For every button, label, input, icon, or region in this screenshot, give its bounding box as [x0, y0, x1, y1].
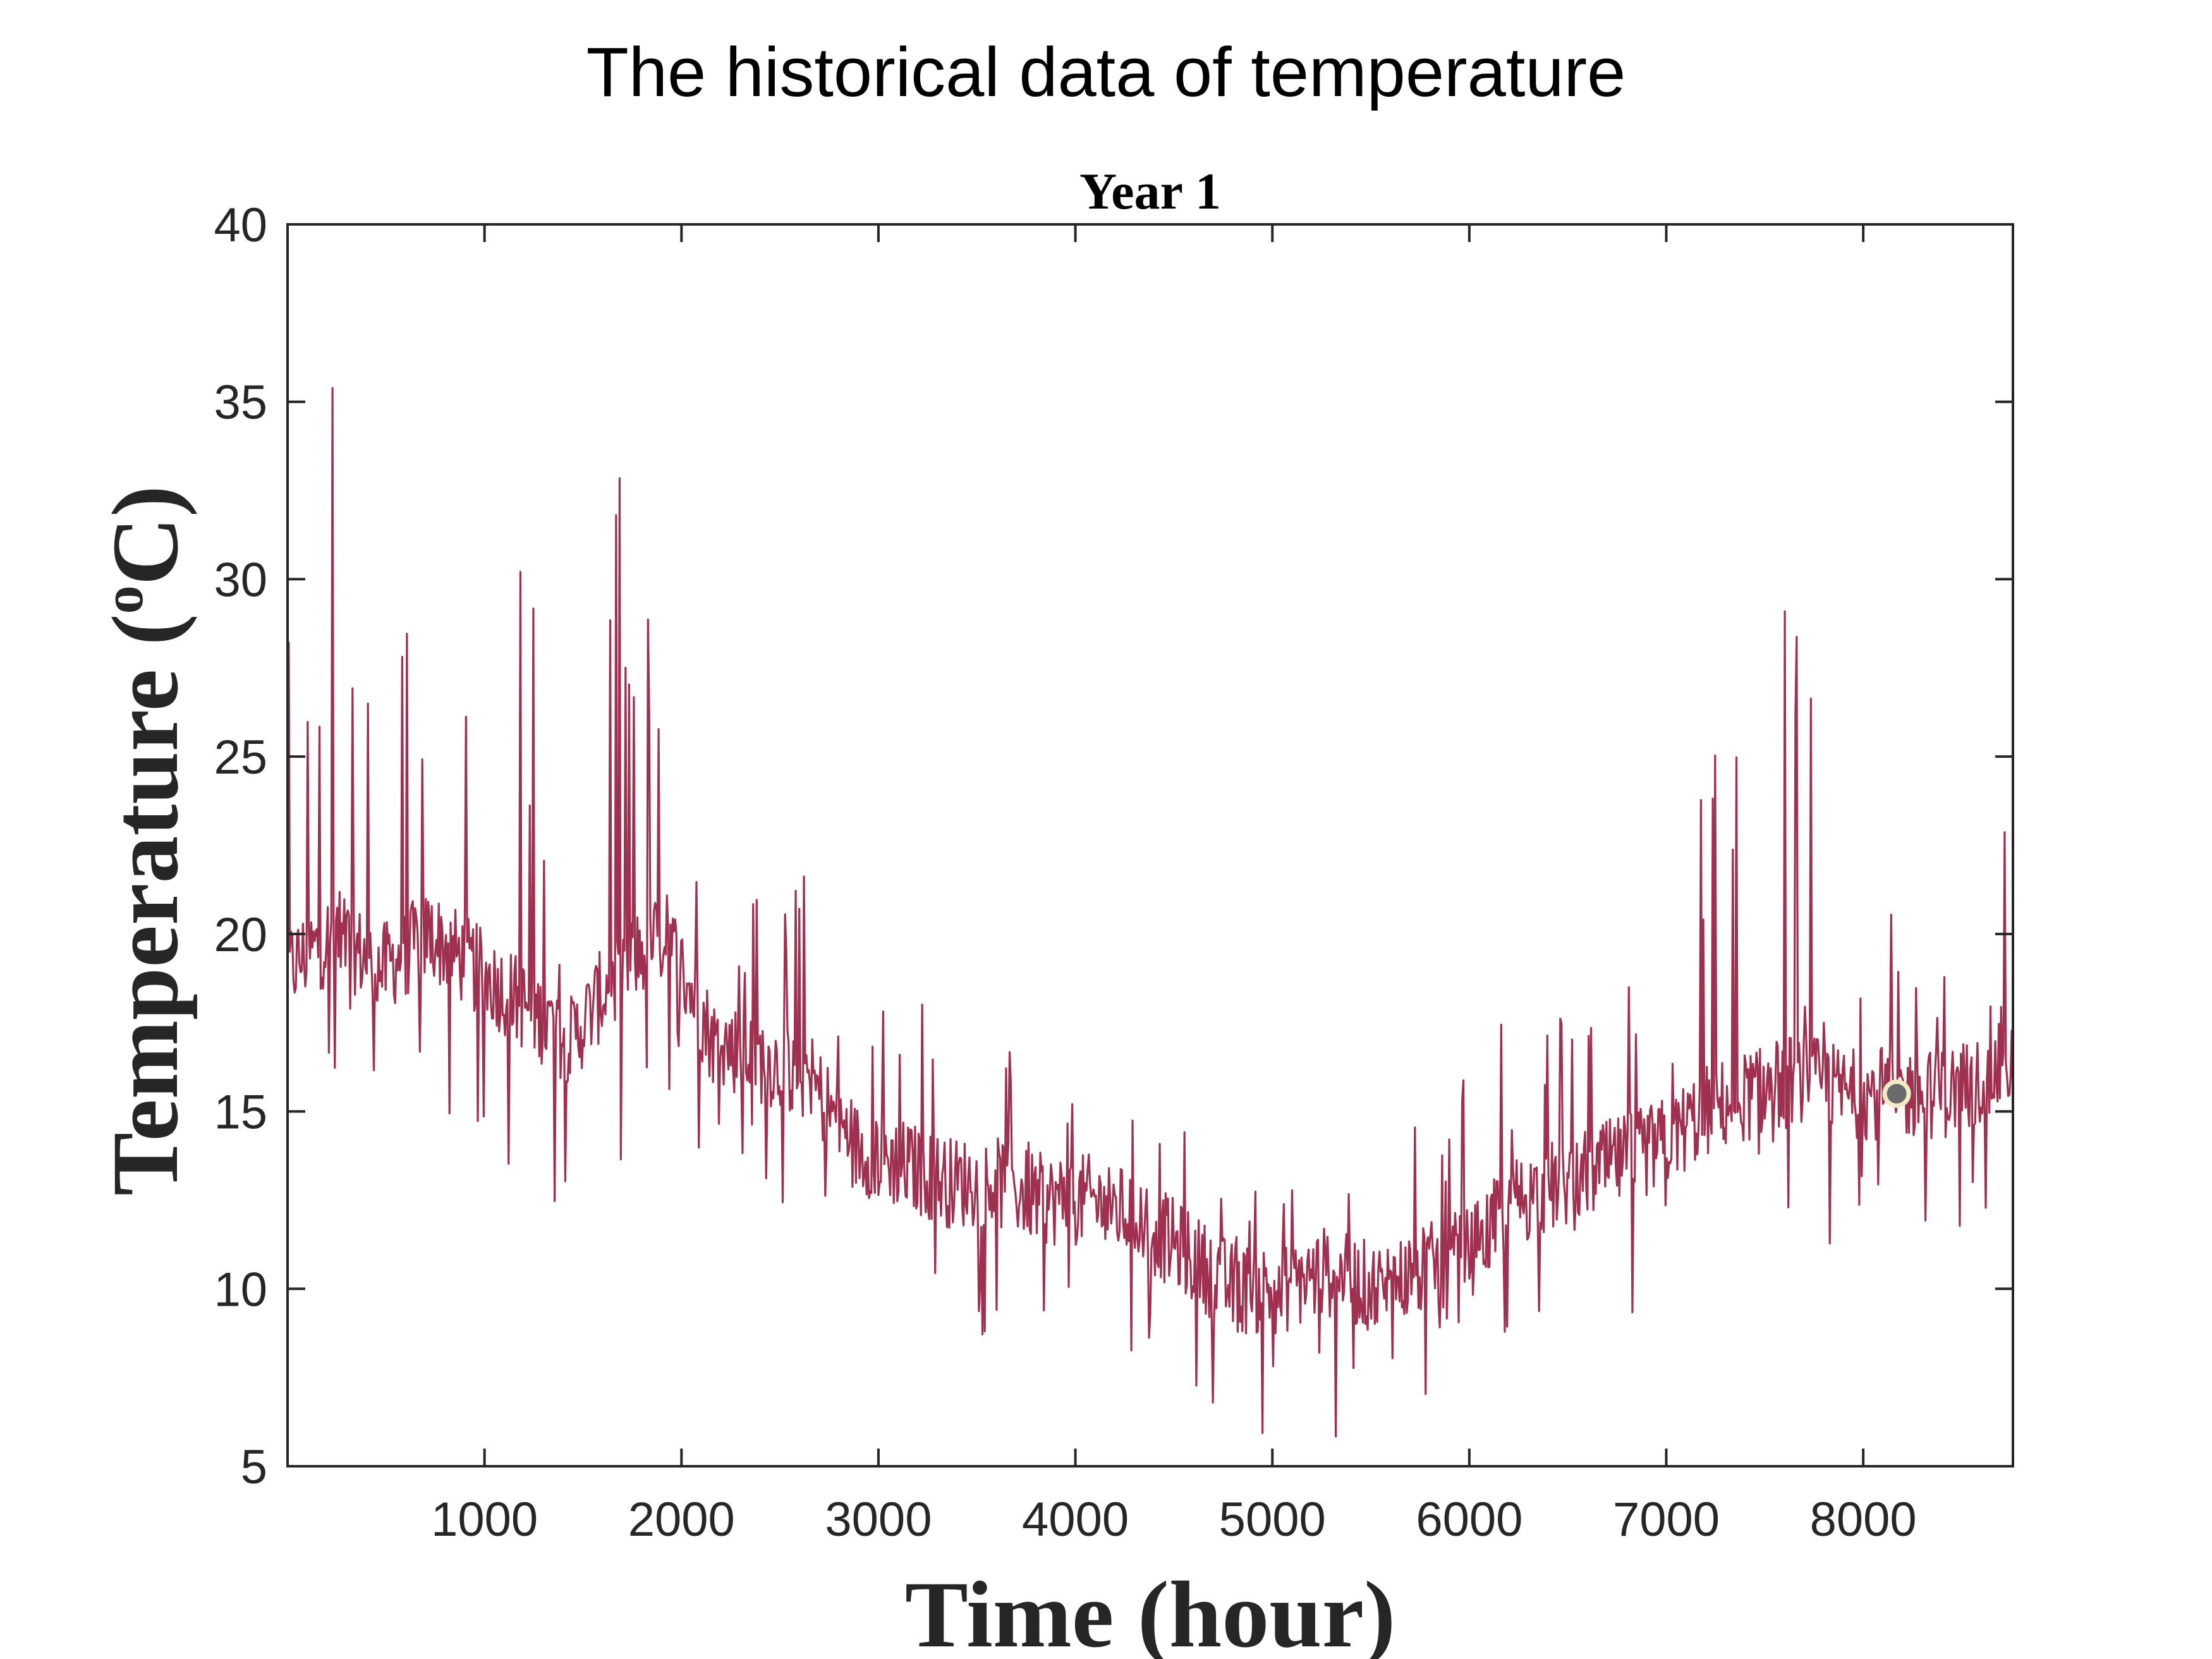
x-tick-label: 7000 [1613, 1493, 1720, 1547]
x-tick-label: 1000 [431, 1493, 538, 1547]
y-tick-label: 25 [214, 731, 267, 784]
x-tick-label: 2000 [628, 1493, 735, 1547]
y-tick-label: 5 [241, 1440, 267, 1494]
y-axis-label-superscript: o [92, 585, 155, 614]
y-tick-label: 10 [214, 1263, 267, 1316]
axis-ticks: 1000 2000 3000 4000 5000 6000 7000 8000 5 10 15 20 2… [214, 198, 2013, 1547]
x-tick-label: 3000 [825, 1493, 932, 1547]
figure-suptitle: The historical data of temperature [586, 33, 1626, 111]
y-tick-label: 20 [214, 908, 267, 962]
x-axis-label: Time (hour) [905, 1562, 1395, 1659]
y-tick-label: 40 [214, 198, 267, 252]
temperature-series-line [286, 387, 2014, 1438]
x-tick-label: 4000 [1022, 1493, 1129, 1547]
axes-title: Year 1 [1079, 162, 1221, 220]
plot-area [286, 387, 2014, 1438]
y-tick-label: 15 [214, 1086, 267, 1139]
y-tick-label: 35 [214, 376, 267, 430]
y-axis-label-main: Temperature ( [93, 614, 198, 1196]
y-axis-label-unit: C) [93, 485, 198, 585]
x-tick-label: 5000 [1219, 1493, 1326, 1547]
y-tick-label: 30 [214, 553, 267, 607]
y-axis-label: Temperature (oC) [92, 485, 198, 1196]
x-tick-label: 6000 [1416, 1493, 1522, 1547]
x-tick-label: 8000 [1810, 1493, 1917, 1547]
highlight-data-point[interactable] [1882, 1079, 1911, 1108]
axes-frame [286, 223, 2014, 1468]
